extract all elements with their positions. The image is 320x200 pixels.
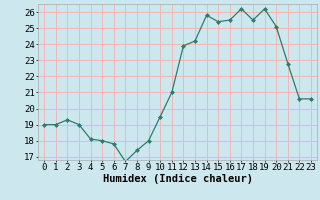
X-axis label: Humidex (Indice chaleur): Humidex (Indice chaleur) [103, 174, 252, 184]
